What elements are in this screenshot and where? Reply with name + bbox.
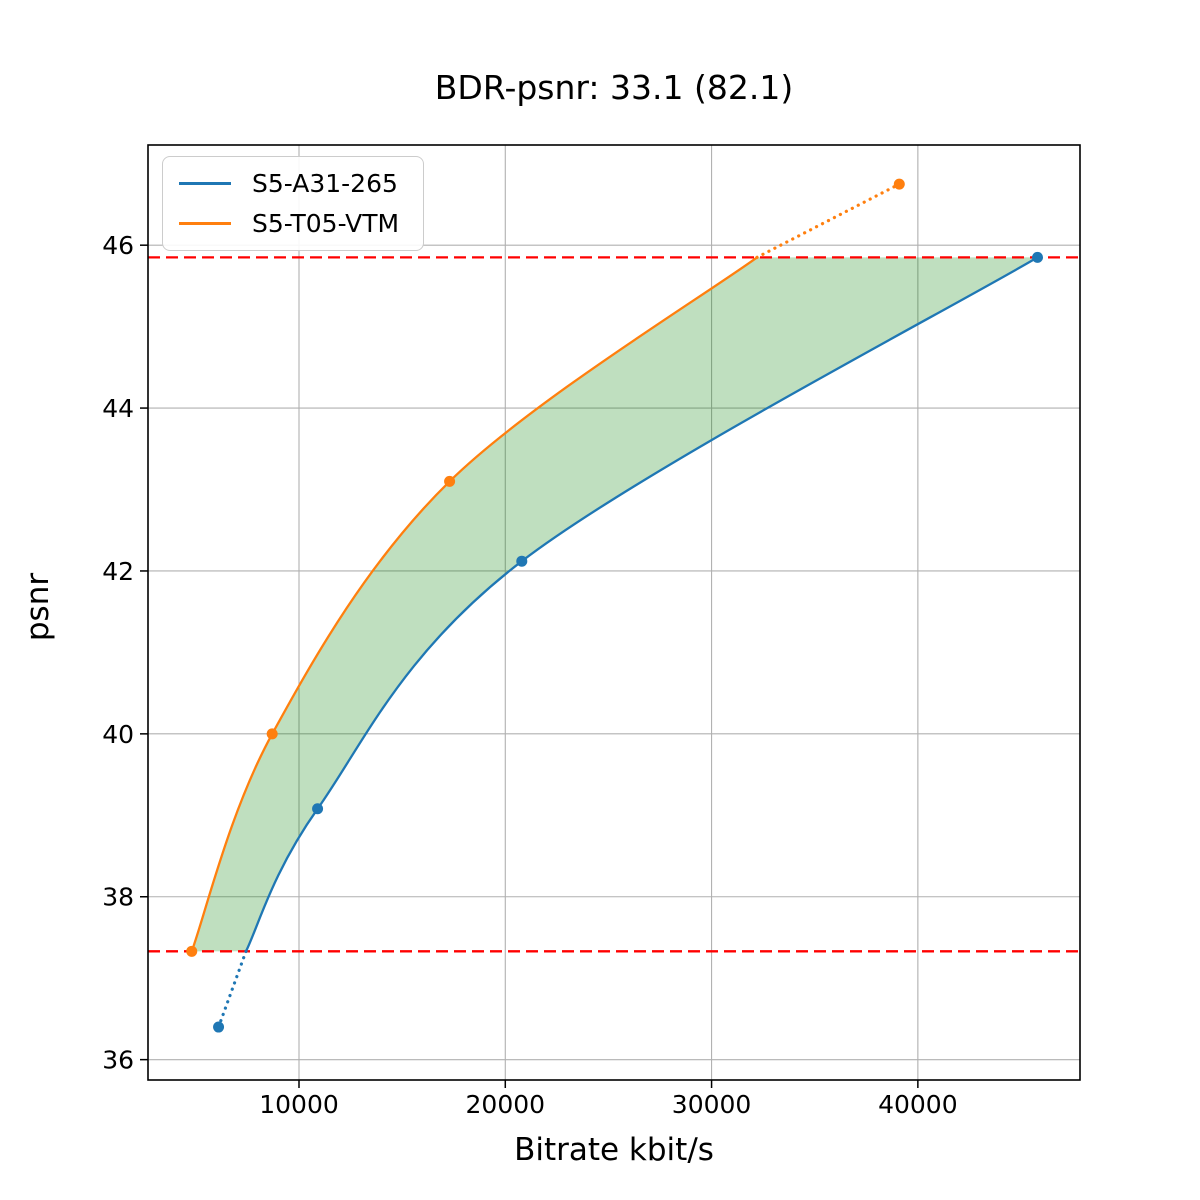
data-point-marker: [213, 1021, 225, 1033]
legend-label: S5-A31-265: [252, 169, 398, 198]
bd-overlap-region: [191, 257, 1038, 952]
y-tick-label: 40: [102, 720, 134, 749]
legend-item: S5-T05-VTM: [179, 208, 400, 238]
series-curve-dotted: [216, 949, 248, 1029]
data-point-marker: [1032, 251, 1044, 263]
x-tick-label: 20000: [466, 1090, 546, 1119]
series-curve-dotted: [755, 182, 901, 259]
x-tick-label: 40000: [878, 1090, 958, 1119]
y-tick-label: 46: [102, 231, 134, 260]
series-curve: [244, 256, 1039, 952]
data-point-marker: [444, 475, 456, 487]
axes-border: [147, 144, 1081, 1081]
y-tick-label: 36: [102, 1046, 134, 1075]
x-tick-label: 30000: [672, 1090, 752, 1119]
x-tick-label: 10000: [259, 1090, 339, 1119]
data-point-marker: [266, 728, 278, 740]
data-point-marker: [186, 945, 198, 957]
legend-item: S5-A31-265: [179, 170, 399, 198]
legend-label: S5-T05-VTM: [252, 208, 400, 238]
legend-line-swatch: [179, 182, 231, 186]
legend: S5-A31-265 S5-T05-VTM: [162, 156, 425, 251]
y-tick-label: 38: [102, 883, 134, 912]
data-point-marker: [893, 178, 905, 190]
x-axis-label: Bitrate kbit/s: [514, 1132, 714, 1168]
series-curve: [190, 256, 758, 952]
data-point-marker: [516, 555, 528, 567]
chart-title: BDR-psnr: 33.1 (82.1): [434, 68, 794, 107]
legend-line-swatch: [179, 221, 231, 225]
data-point-marker: [312, 803, 324, 815]
y-tick-label: 42: [102, 557, 134, 586]
y-tick-label: 44: [102, 394, 134, 423]
